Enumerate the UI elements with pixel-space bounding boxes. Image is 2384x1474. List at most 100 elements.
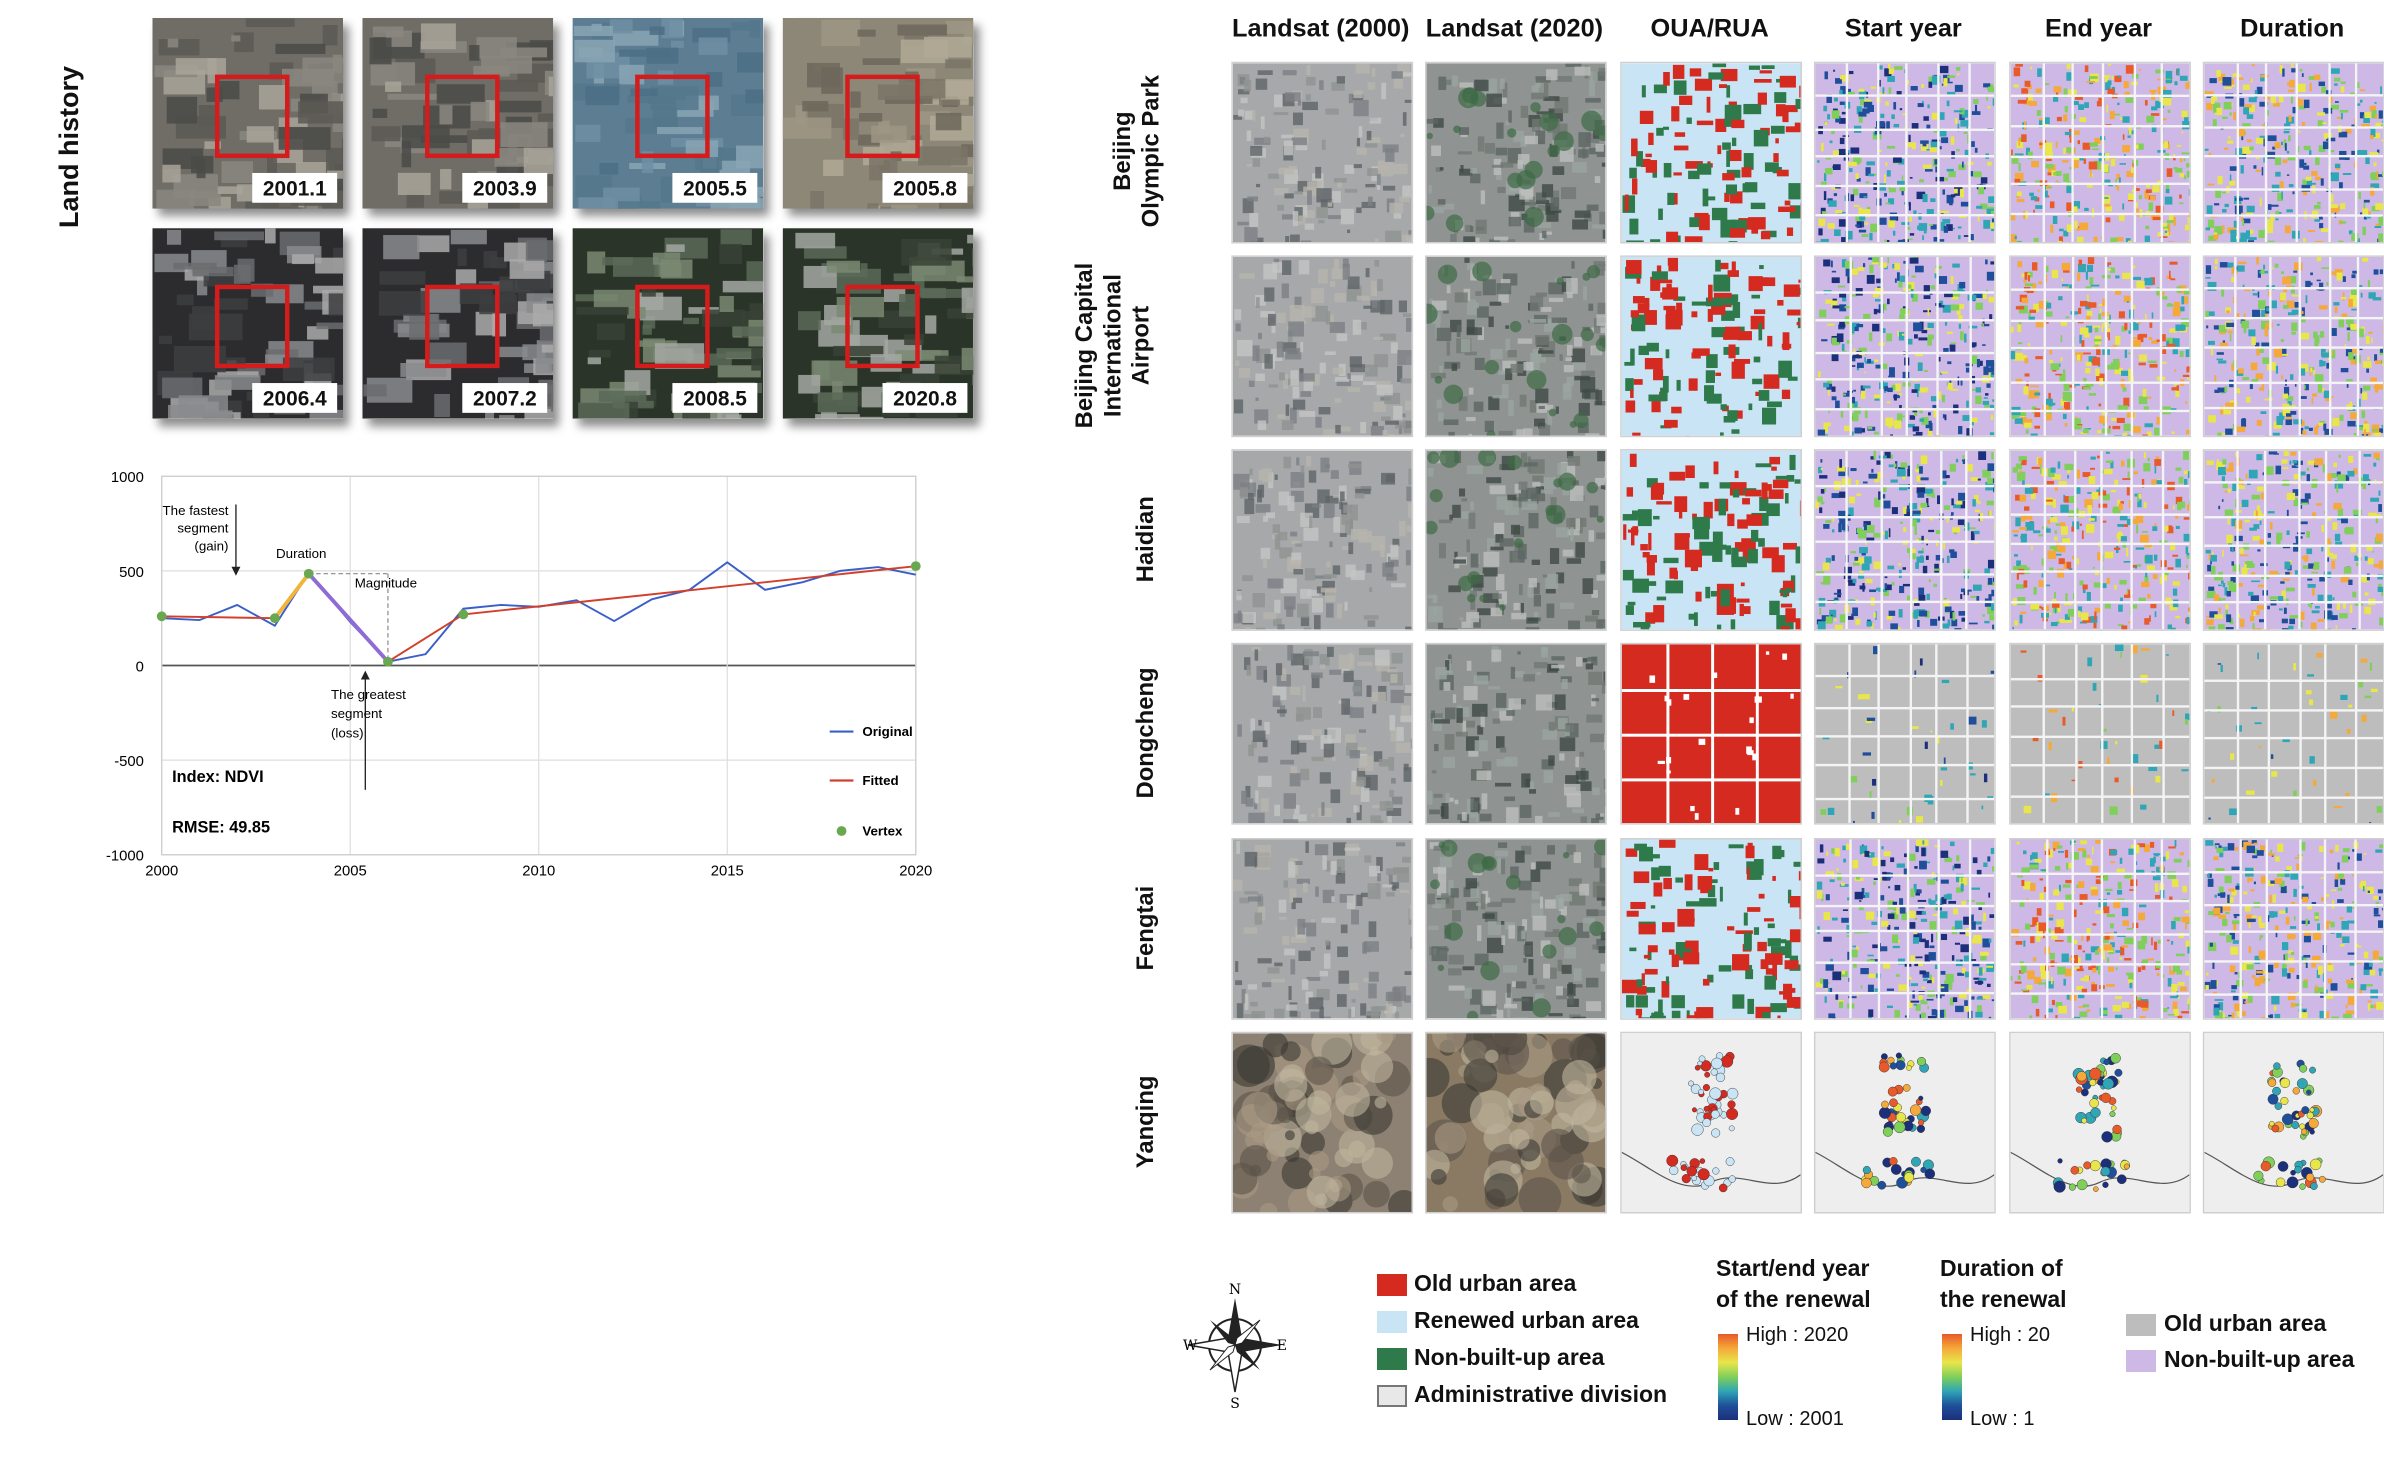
- vertex-point: [458, 609, 469, 620]
- map-cell: [1620, 1031, 1803, 1214]
- compass-rose-icon: N S W E: [1183, 1282, 1287, 1410]
- annotation-rmse: RMSE: 49.85: [172, 819, 270, 837]
- annotation-greatest: The greatest: [331, 687, 406, 702]
- compass-n: N: [1229, 1282, 1241, 1298]
- target-box: [635, 74, 710, 159]
- annotation-arrowhead: [360, 670, 370, 680]
- annotation-fastest: (gain): [194, 538, 228, 553]
- map-cell: [1425, 1031, 1607, 1214]
- map-image: [2204, 450, 2384, 630]
- chart-axes: [161, 475, 917, 856]
- year-low-label: Low : 2001: [1746, 1408, 1844, 1430]
- column-header: OUA/RUA: [1650, 14, 1769, 43]
- land-history-thumbnail: 2003.9: [362, 18, 554, 209]
- row-header: Yanqing: [1133, 1074, 1160, 1168]
- map-image: [1426, 63, 1606, 243]
- map-cell: [1813, 449, 1996, 631]
- map-image: [2204, 256, 2384, 436]
- highlight-segment-gain: [273, 572, 311, 620]
- year-high-label: High : 2020: [1746, 1324, 1849, 1346]
- year-legend-title-2: of the renewal: [1716, 1286, 1871, 1312]
- map-image: [2204, 644, 2384, 824]
- annotation-greatest: (loss): [331, 726, 364, 741]
- map-cell: [2009, 1031, 2191, 1214]
- land-history-panel: Land history 2001.1 2003.9 2005.5 2005.8 200…: [54, 18, 974, 438]
- thumbnail-date: 2020.8: [882, 383, 968, 413]
- map-cell: [1813, 61, 1996, 244]
- renewal-map-grid: Landsat (2000) Landsat (2020) OUA/RUA Start…: [1060, 14, 2384, 1227]
- y-tick-label: -1000: [106, 849, 144, 865]
- annotation-greatest: segment: [331, 706, 382, 721]
- map-cell: [1425, 61, 1607, 244]
- target-box: [214, 284, 290, 369]
- land-history-label: Land history: [54, 65, 84, 228]
- target-box: [845, 74, 920, 159]
- thumbnail-date: 2008.5: [672, 383, 758, 413]
- legend-swatch: [2126, 1350, 2156, 1372]
- map-image: [1232, 256, 1412, 436]
- map-image: [1815, 839, 1995, 1019]
- target-box: [635, 284, 710, 369]
- thumbnail-date: 2005.5: [672, 172, 758, 203]
- map-cell: [2202, 642, 2384, 825]
- map-cell: [1231, 255, 1414, 438]
- thumbnail-date: 2006.4: [252, 383, 338, 413]
- map-image: [2204, 839, 2384, 1019]
- annotation-duration: Duration: [276, 546, 326, 561]
- y-tick-label: 1000: [111, 470, 144, 486]
- row-header: Haidian: [1133, 495, 1160, 582]
- map-image: [1232, 839, 1412, 1019]
- map-cell: [1620, 61, 1803, 244]
- map-cell: [2009, 61, 2191, 244]
- compass-w: W: [1183, 1338, 1198, 1354]
- map-cell: [1620, 838, 1803, 1020]
- map-cell: [1231, 1031, 1414, 1214]
- land-history-thumbnail: 2007.2: [362, 228, 554, 419]
- legend-label: Old urban area: [1414, 1270, 1577, 1296]
- map-image: [1426, 256, 1606, 436]
- map-image: [1815, 450, 1995, 630]
- map-cell: [1813, 642, 1996, 825]
- map-cell: [2202, 1031, 2384, 1214]
- thumbnail-date: 2005.8: [882, 172, 968, 203]
- map-cell: [1620, 449, 1803, 631]
- legend-label: Administrative division: [1414, 1381, 1668, 1407]
- legend-swatch: [1377, 1311, 1407, 1333]
- land-history-thumbnail: 2020.8: [782, 228, 974, 419]
- year-legend-title-1: Start/end year: [1716, 1255, 1870, 1281]
- target-box: [425, 284, 500, 369]
- map-cell: [2009, 838, 2191, 1020]
- land-history-thumbnail: 2008.5: [572, 228, 764, 419]
- map-image: [2204, 1033, 2384, 1212]
- land-history-thumbnail: 2006.4: [152, 228, 344, 419]
- map-image: [1815, 644, 1995, 824]
- target-box: [845, 284, 920, 369]
- map-cell: [1813, 838, 1996, 1020]
- map-cell: [1425, 642, 1607, 825]
- row-header: Fengtai: [1133, 885, 1160, 970]
- map-cell: [1813, 1031, 1996, 1214]
- chart-legend: Original Fitted Vertex: [829, 724, 913, 838]
- map-image: [1815, 256, 1995, 436]
- map-image: [1621, 644, 1801, 824]
- target-box: [425, 74, 500, 159]
- map-image: [1426, 1033, 1606, 1212]
- map-cell: [1425, 449, 1607, 631]
- y-tick-label: 0: [136, 659, 144, 675]
- thumbnail-date: 2001.1: [252, 172, 338, 203]
- duration-color-ramp: [1942, 1334, 1962, 1420]
- map-image: [1621, 63, 1801, 243]
- map-image: [2010, 644, 2190, 824]
- duration-high-label: High : 20: [1970, 1324, 2051, 1346]
- map-image: [1621, 256, 1801, 436]
- x-tick-label: 2015: [711, 864, 744, 880]
- legend-vertex-swatch: [836, 826, 847, 836]
- column-header: End year: [2045, 14, 2153, 43]
- map-image: [1232, 63, 1412, 243]
- column-header: Landsat (2000): [1232, 14, 1410, 43]
- map-image: [1815, 63, 1995, 243]
- map-cell: [2009, 642, 2191, 825]
- compass-s: S: [1230, 1396, 1240, 1410]
- land-history-thumbnail: 2005.5: [572, 18, 764, 209]
- x-tick-label: 2000: [145, 864, 178, 880]
